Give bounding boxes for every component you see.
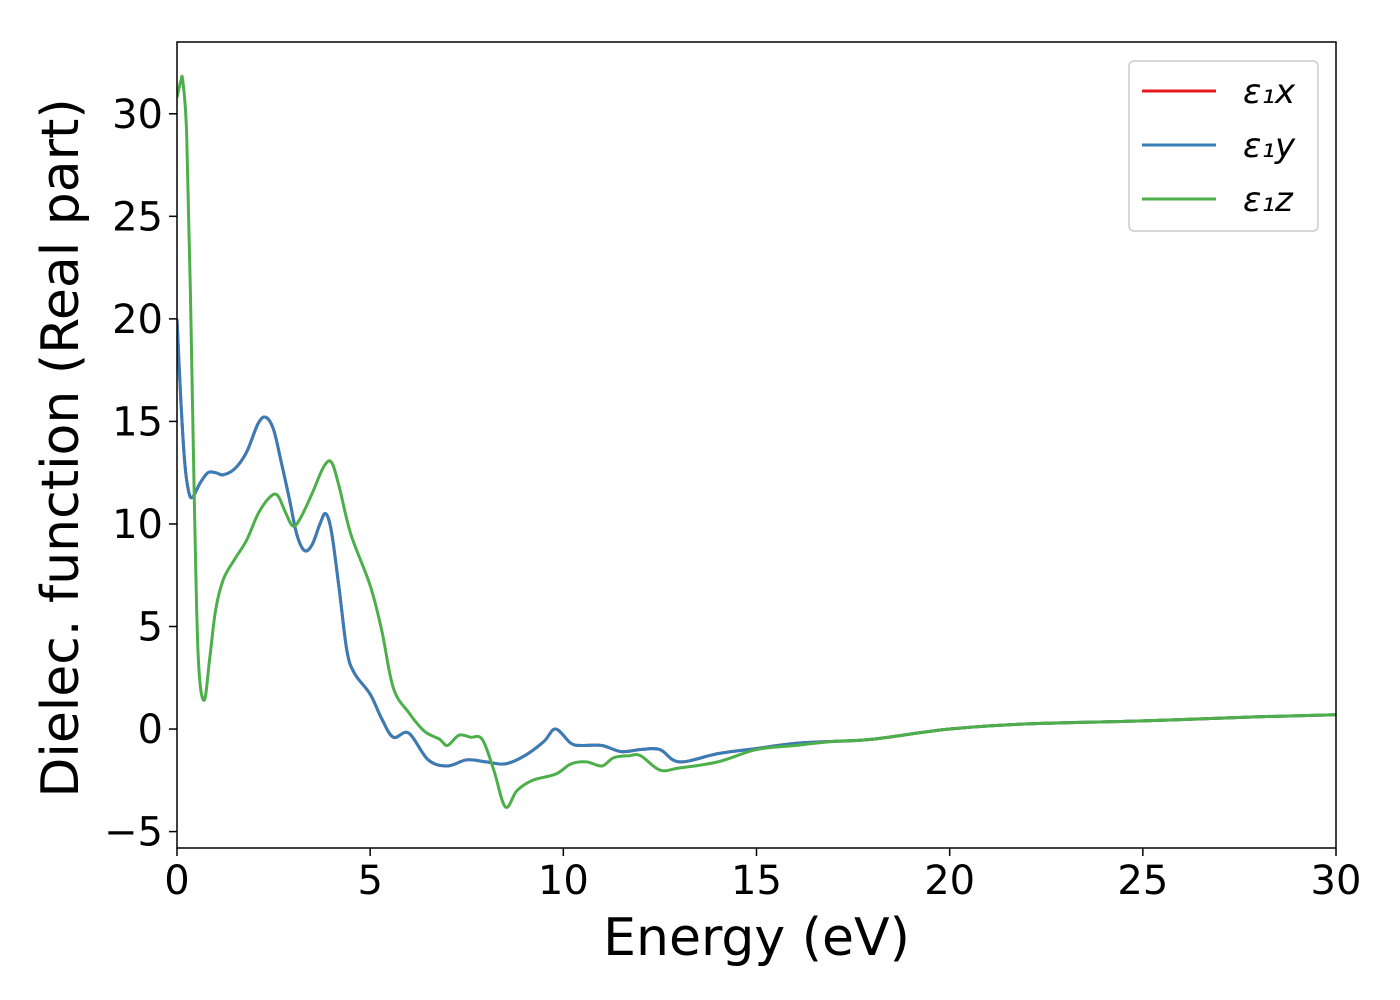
x-tick-label: 20 (924, 858, 975, 904)
series-line-2 (177, 74, 1336, 809)
series-line-0 (177, 318, 1336, 768)
y-tick-label: 5 (138, 605, 163, 651)
x-tick-label: 30 (1311, 858, 1362, 904)
x-tick-label: 15 (731, 858, 782, 904)
y-axis-label: Dielec. function (Real part) (31, 98, 91, 797)
series-layer (177, 74, 1336, 809)
legend-box (1128, 60, 1319, 232)
series-line-1 (177, 318, 1336, 768)
y-tick-label: 25 (112, 194, 163, 240)
y-tick-label: 15 (112, 399, 163, 445)
x-tick-label: 0 (164, 858, 189, 904)
x-tick-label: 10 (538, 858, 589, 904)
legend-label-2: ε₁z (1243, 180, 1294, 220)
x-tick-label: 25 (1117, 858, 1168, 904)
legend: ε₁x ε₁y ε₁z (1128, 60, 1319, 232)
y-tick-label: −5 (104, 810, 163, 856)
legend-label-0: ε₁x (1243, 72, 1296, 112)
x-axis-label: Energy (eV) (603, 908, 910, 968)
y-tick-label: 0 (138, 707, 163, 753)
y-tick-label: 20 (112, 297, 163, 343)
y-tick-label: 10 (112, 502, 163, 548)
x-tick-label: 5 (357, 858, 382, 904)
y-tick-label: 30 (112, 92, 163, 138)
legend-label-1: ε₁y (1243, 126, 1296, 166)
